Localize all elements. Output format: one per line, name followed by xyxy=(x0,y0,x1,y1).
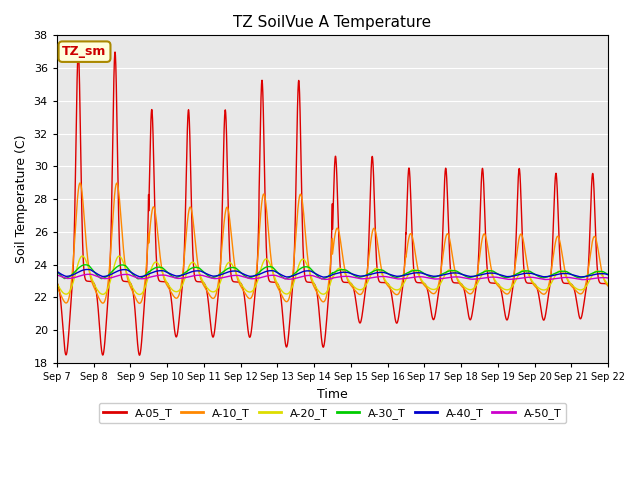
A-50_T xyxy=(604,275,611,281)
A-20_T xyxy=(456,280,464,286)
A-30_T xyxy=(426,274,433,279)
A-10_T xyxy=(136,300,143,306)
A-05_T xyxy=(53,280,61,286)
Line: A-10_T: A-10_T xyxy=(57,183,608,303)
A-10_T xyxy=(488,266,495,272)
A-10_T xyxy=(604,283,612,289)
A-05_T xyxy=(152,250,160,256)
A-20_T xyxy=(79,253,86,259)
A-30_T xyxy=(53,268,61,274)
A-10_T xyxy=(604,283,611,288)
A-05_T xyxy=(136,352,143,358)
A-10_T xyxy=(53,283,61,289)
A-40_T xyxy=(312,271,320,276)
A-05_T xyxy=(74,49,82,55)
A-50_T xyxy=(426,276,433,281)
A-30_T xyxy=(318,276,326,282)
A-40_T xyxy=(53,269,61,275)
Line: A-20_T: A-20_T xyxy=(57,256,608,294)
A-50_T xyxy=(488,274,495,280)
A-50_T xyxy=(456,274,464,280)
Y-axis label: Soil Temperature (C): Soil Temperature (C) xyxy=(15,135,28,264)
A-05_T xyxy=(604,281,611,287)
A-10_T xyxy=(76,180,84,186)
A-30_T xyxy=(488,268,495,274)
A-10_T xyxy=(312,288,320,294)
A-05_T xyxy=(426,298,433,304)
A-50_T xyxy=(85,271,93,277)
A-30_T xyxy=(81,262,89,268)
A-20_T xyxy=(604,281,611,287)
A-10_T xyxy=(426,288,433,294)
Line: A-30_T: A-30_T xyxy=(57,265,608,279)
A-20_T xyxy=(604,281,612,287)
Line: A-50_T: A-50_T xyxy=(57,274,608,280)
A-50_T xyxy=(579,277,586,283)
A-50_T xyxy=(604,275,612,281)
A-40_T xyxy=(488,270,495,276)
A-20_T xyxy=(488,271,495,277)
Text: TZ_sm: TZ_sm xyxy=(62,45,107,58)
A-10_T xyxy=(456,281,464,287)
A-05_T xyxy=(488,280,495,286)
A-40_T xyxy=(456,271,464,276)
A-20_T xyxy=(53,280,61,286)
A-30_T xyxy=(604,272,612,277)
A-40_T xyxy=(604,272,611,277)
A-30_T xyxy=(456,270,464,276)
A-30_T xyxy=(604,271,611,277)
A-40_T xyxy=(319,274,327,280)
A-20_T xyxy=(136,291,143,297)
A-50_T xyxy=(152,273,160,279)
Title: TZ SoilVue A Temperature: TZ SoilVue A Temperature xyxy=(234,15,431,30)
A-40_T xyxy=(426,273,433,278)
A-20_T xyxy=(426,286,433,291)
A-50_T xyxy=(53,272,61,278)
A-40_T xyxy=(83,266,91,272)
A-50_T xyxy=(312,274,320,280)
Line: A-40_T: A-40_T xyxy=(57,269,608,277)
A-05_T xyxy=(604,281,612,287)
A-10_T xyxy=(152,216,160,221)
A-05_T xyxy=(456,280,464,286)
Line: A-05_T: A-05_T xyxy=(57,52,608,355)
X-axis label: Time: Time xyxy=(317,388,348,401)
A-40_T xyxy=(604,272,612,277)
A-30_T xyxy=(152,265,160,271)
A-20_T xyxy=(312,285,320,290)
Legend: A-05_T, A-10_T, A-20_T, A-30_T, A-40_T, A-50_T: A-05_T, A-10_T, A-20_T, A-30_T, A-40_T, … xyxy=(99,403,566,423)
A-20_T xyxy=(152,259,160,265)
A-40_T xyxy=(152,268,160,274)
A-30_T xyxy=(312,271,320,277)
A-05_T xyxy=(312,285,320,291)
